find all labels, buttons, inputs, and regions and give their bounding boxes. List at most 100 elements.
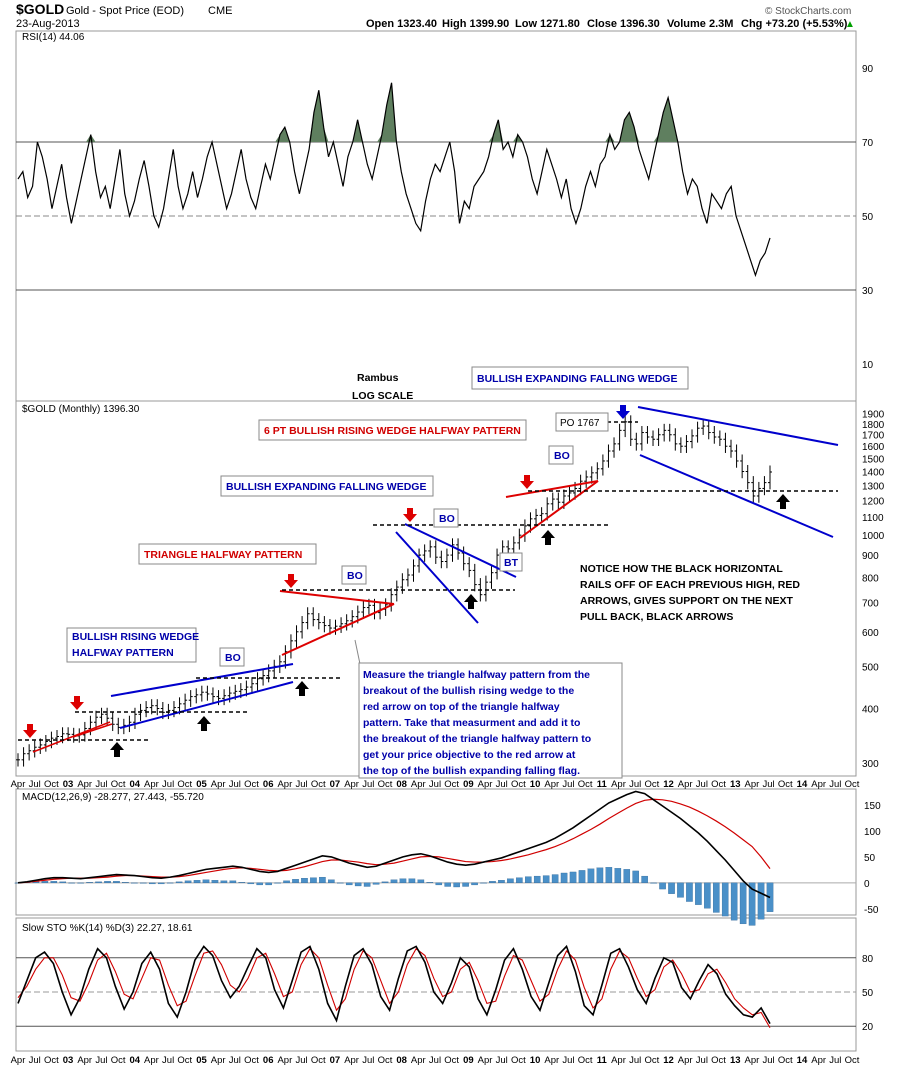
blue-arrow-icon [616, 405, 630, 419]
x-tick-label: Jul [562, 779, 574, 790]
x-tick-label: Apr [745, 779, 760, 790]
x-tick-label: Jul [562, 1055, 574, 1066]
x-tick-label: Oct [177, 1055, 192, 1066]
macd-histogram-bar [533, 875, 541, 884]
x-tick-label: Apr [344, 1055, 359, 1066]
macd-tick-label: -50 [864, 905, 879, 916]
black-arrow-icon [776, 494, 790, 509]
x-tick-label: Apr [544, 779, 559, 790]
price-x-axis: Apr Jul Oct 03 Apr Jul Oct 04 Apr Jul Oct 05 Apr Jul O… [11, 779, 860, 790]
macd-histogram-bar [417, 879, 425, 884]
x-tick-label: Jul [162, 1055, 174, 1066]
blue-falling-wedge-lower [395, 531, 479, 624]
black-arrow-icon [110, 742, 124, 757]
volume: Volume 2.3M [667, 18, 733, 30]
macd-histogram-bar [86, 882, 93, 884]
notice-text-2: RAILS OFF OF EACH PREVIOUS HIGH, RED [580, 579, 800, 591]
x-tick-label: 05 [196, 1055, 207, 1066]
stoch-tick-label: 50 [862, 988, 874, 999]
macd-histogram-bar [686, 882, 693, 902]
macd-histogram-bar [211, 880, 219, 884]
macd-signal-line [17, 798, 771, 884]
price-tick-label: 1200 [862, 497, 885, 508]
x-tick-label: Oct [111, 1055, 126, 1066]
macd-histogram-bar [149, 882, 156, 885]
macd-histogram-bar [345, 882, 353, 886]
x-tick-label: 11 [597, 1055, 608, 1066]
macd-histogram-bar [256, 882, 263, 886]
x-tick-label: 04 [129, 779, 140, 790]
macd-histogram-bar [659, 882, 666, 890]
symbol-title: $GOLD [16, 1, 64, 17]
macd-histogram-bar [525, 876, 532, 884]
macd-histogram-bar [605, 867, 613, 884]
measure-text-7: the top of the bullish expanding falling… [363, 765, 580, 777]
x-tick-label: Oct [444, 779, 459, 790]
rising-wedge-text-1: BULLISH RISING WEDGE [72, 631, 199, 643]
macd-histogram-bar [462, 882, 469, 887]
macd-histogram-bar [157, 882, 165, 885]
x-tick-label: Jul [496, 1055, 508, 1066]
macd-histogram-bar [471, 882, 478, 886]
measure-text-6: get your price objective to the red arro… [363, 749, 576, 761]
macd-histogram-bar [516, 877, 523, 884]
x-tick-label: Jul [295, 1055, 307, 1066]
black-arrow-icon [197, 716, 211, 731]
red-arrow-icon [403, 508, 417, 522]
notice-text-4: PULL BACK, BLACK ARROWS [580, 611, 733, 623]
price-tick-label: 400 [862, 705, 879, 716]
macd-histogram-bar [310, 877, 317, 884]
x-tick-label: Jul [763, 779, 775, 790]
ohlc-open: Open 1323.40 [366, 18, 437, 30]
macd-histogram-bar [704, 882, 711, 909]
red-rising-wedge-lower [519, 480, 599, 539]
x-tick-label: Apr [144, 779, 159, 790]
x-tick-label: 10 [530, 1055, 541, 1066]
price-tick-label: 600 [862, 628, 879, 639]
macd-histogram-bar [140, 882, 147, 884]
x-tick-label: 09 [463, 1055, 474, 1066]
macd-histogram-bar [578, 870, 586, 884]
macd-tick-label: 0 [864, 879, 870, 890]
red-arrow-icon [284, 574, 298, 588]
black-arrow-icon [295, 681, 309, 696]
x-tick-label: Apr [811, 1055, 826, 1066]
x-tick-label: Oct [378, 779, 393, 790]
x-tick-label: Oct [578, 779, 593, 790]
macd-histogram-bar [77, 882, 84, 884]
x-tick-label: Apr [811, 779, 826, 790]
x-tick-label: Jul [95, 779, 107, 790]
macd-histogram-bar [113, 881, 120, 884]
macd-histogram-bar [337, 882, 344, 884]
x-tick-label: Oct [378, 1055, 393, 1066]
x-tick-label: 12 [663, 779, 674, 790]
falling-wedge-mid-text: BULLISH EXPANDING FALLING WEDGE [226, 481, 426, 493]
x-tick-label: Apr [678, 779, 693, 790]
price-tick-label: 900 [862, 551, 879, 562]
author-label: Rambus [357, 372, 399, 384]
annotations: Rambus LOG SCALE BULLISH RISING WEDGE HA… [66, 366, 800, 779]
x-tick-label: 03 [63, 779, 74, 790]
symbol-name: Gold - Spot Price (EOD) [66, 5, 184, 17]
change-arrow-icon: ▲ [845, 19, 855, 30]
macd-histogram-bar [381, 881, 389, 884]
price-tick-label: 1900 [862, 410, 885, 421]
macd-histogram-bar [480, 882, 487, 884]
x-tick-label: Apr [144, 1055, 159, 1066]
red-arrow-icon [70, 696, 84, 710]
bo-box [548, 445, 574, 465]
x-tick-label: Jul [629, 1055, 641, 1066]
macd-histogram-bar [614, 868, 622, 884]
macd-histogram-bar [507, 878, 514, 884]
macd-histogram-bar [730, 882, 738, 921]
x-tick-label: 11 [597, 779, 608, 790]
price-tick-label: 1100 [862, 513, 884, 524]
x-tick-label: Oct [711, 1055, 726, 1066]
x-tick-label: Apr [77, 1055, 92, 1066]
macd-histogram-bar [292, 879, 299, 884]
log-scale-label: LOG SCALE [352, 390, 413, 402]
x-tick-label: Apr [211, 779, 226, 790]
macd-histogram-bar [319, 876, 326, 884]
macd-histogram-bar [68, 882, 75, 884]
